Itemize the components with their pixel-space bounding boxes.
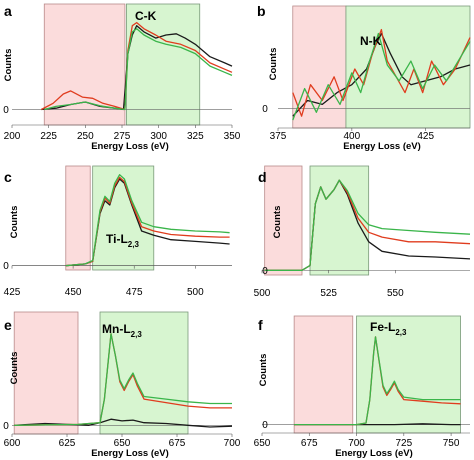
x-tick-label: 550 bbox=[387, 288, 404, 299]
x-axis-label: Energy Loss (eV) bbox=[343, 141, 421, 152]
panel-letter: d bbox=[258, 169, 267, 185]
x-axis-label: Energy Loss (eV) bbox=[335, 448, 413, 459]
background-window bbox=[65, 165, 91, 271]
series-line-green bbox=[294, 336, 461, 426]
edge-window bbox=[99, 311, 189, 435]
x-tick-label: 500 bbox=[187, 287, 204, 298]
y-zero-label: 0 bbox=[262, 420, 268, 431]
x-axis-label: Energy Loss (eV) bbox=[91, 141, 169, 152]
background-window bbox=[13, 311, 79, 435]
edge-label-subscript: 2,3 bbox=[128, 240, 140, 249]
y-zero-label: 0 bbox=[3, 261, 9, 272]
x-tick-label: 425 bbox=[4, 287, 21, 298]
edge-label-subscript: 2,3 bbox=[131, 330, 143, 339]
x-tick-label: 700 bbox=[348, 438, 365, 449]
edge-window bbox=[309, 165, 370, 276]
x-tick-label: 650 bbox=[254, 438, 271, 449]
x-tick-label: 250 bbox=[77, 131, 94, 142]
edge-label: N-K bbox=[360, 34, 382, 48]
panel-letter: b bbox=[257, 3, 266, 19]
panel-a: 200 225 250 275 300 325 350 0 Counts Energy Loss … bbox=[3, 3, 241, 152]
y-axis-label: Counts bbox=[272, 206, 283, 239]
background-window bbox=[264, 165, 303, 276]
x-tick-label: 425 bbox=[417, 131, 434, 142]
y-axis-label: Counts bbox=[268, 48, 279, 81]
series-line-green bbox=[65, 174, 230, 267]
edge-window bbox=[92, 165, 155, 271]
panel-letter: e bbox=[4, 317, 12, 333]
x-tick-label: 700 bbox=[224, 438, 241, 449]
x-tick-label: 300 bbox=[150, 131, 167, 142]
background-window bbox=[292, 5, 347, 129]
series-line-green bbox=[14, 333, 232, 426]
x-axis-label: Energy Loss (eV) bbox=[91, 448, 169, 459]
x-tick-label: 375 bbox=[270, 131, 287, 142]
x-tick-label: 325 bbox=[187, 131, 204, 142]
series-line-red bbox=[40, 21, 233, 111]
series-line-green bbox=[264, 179, 471, 271]
x-tick-label: 350 bbox=[224, 131, 241, 142]
x-tick-label: 750 bbox=[443, 438, 460, 449]
series-line-green bbox=[44, 28, 233, 111]
x-tick-label: 500 bbox=[254, 288, 271, 299]
x-tick-label: 625 bbox=[59, 438, 76, 449]
x-tick-label: 450 bbox=[65, 287, 82, 298]
series-line-red bbox=[292, 28, 471, 117]
y-zero-label: 0 bbox=[262, 104, 268, 115]
y-axis-label: Counts bbox=[3, 49, 14, 82]
x-tick-label: 725 bbox=[395, 438, 412, 449]
x-tick-label: 475 bbox=[126, 287, 143, 298]
y-axis-label: Counts bbox=[258, 354, 269, 387]
x-tick-label: 200 bbox=[4, 131, 21, 142]
y-zero-label: 0 bbox=[3, 105, 9, 116]
series-line-green bbox=[292, 32, 471, 121]
panel-d: 500 525 550 0 Counts d bbox=[254, 165, 471, 299]
edge-window bbox=[356, 315, 461, 434]
panel-b: 375 400 425 0 Counts Energy Loss (eV) b N-K bbox=[257, 3, 471, 152]
x-tick-label: 400 bbox=[344, 131, 361, 142]
x-tick-label: 225 bbox=[40, 131, 57, 142]
x-tick-label: 650 bbox=[114, 438, 131, 449]
background-window bbox=[43, 3, 126, 126]
edge-label-subscript: 2,3 bbox=[395, 328, 407, 337]
panel-letter: f bbox=[258, 317, 263, 333]
x-tick-label: 675 bbox=[301, 438, 318, 449]
series-line-black bbox=[292, 32, 471, 117]
x-tick-label: 600 bbox=[4, 438, 21, 449]
x-tick-label: 275 bbox=[114, 131, 131, 142]
x-tick-label: 525 bbox=[320, 288, 337, 299]
edge-label: C-K bbox=[135, 9, 157, 23]
y-axis-label: Counts bbox=[9, 206, 20, 239]
y-zero-label: 0 bbox=[262, 266, 268, 277]
y-axis-label: Counts bbox=[9, 352, 20, 385]
background-window bbox=[293, 315, 354, 434]
panel-letter: c bbox=[4, 169, 12, 185]
panel-letter: a bbox=[4, 3, 12, 19]
x-tick-label: 675 bbox=[169, 438, 186, 449]
y-zero-label: 0 bbox=[3, 421, 9, 432]
